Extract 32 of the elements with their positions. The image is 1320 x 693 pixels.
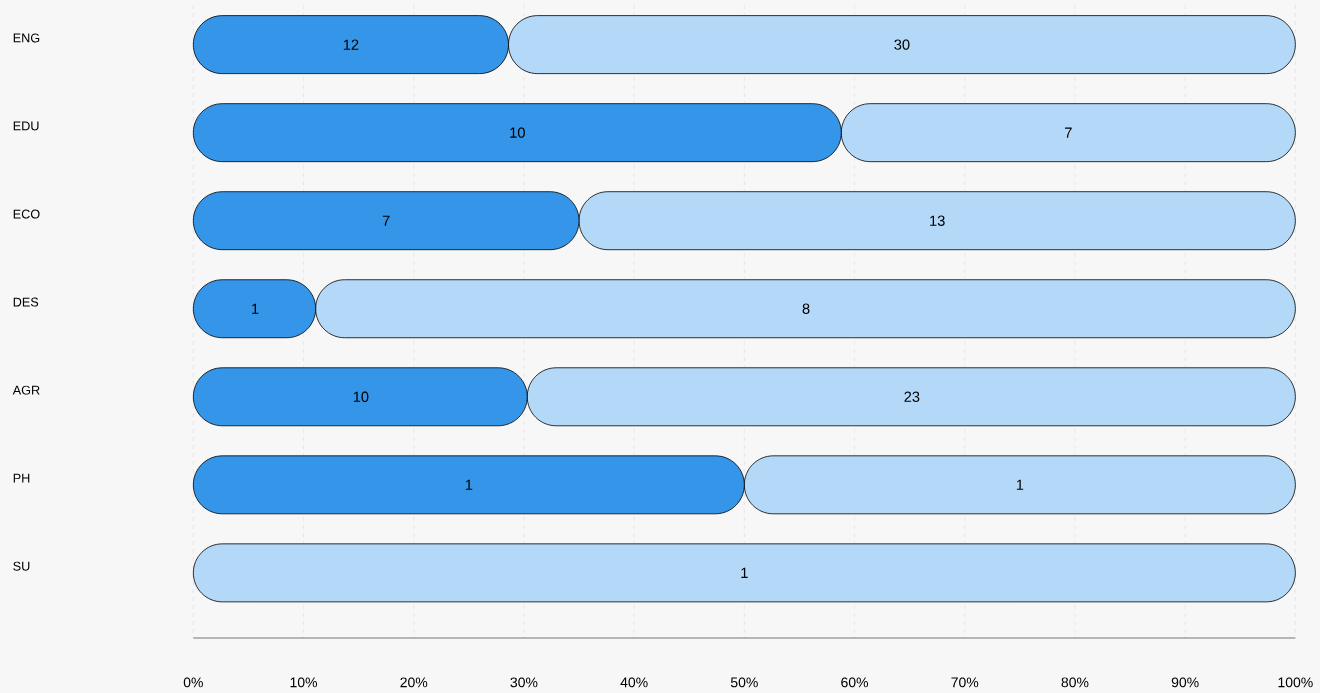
annotation: 12 [343,39,359,50]
annotation: 8 [802,303,810,314]
y-tick-label: EDU [13,121,39,131]
annotation: 10 [510,127,525,138]
x-tick-label: 20% [400,677,428,688]
annotation: 10 [353,391,369,402]
annotation: 7 [1065,127,1072,138]
x-tick-label: 10% [290,677,318,688]
annotation: 23 [904,391,920,402]
x-tick-label: 100% [1278,677,1313,688]
annotation: 1 [741,567,748,578]
x-tick-label: 60% [841,677,869,688]
annotation: 1 [1016,479,1024,490]
annotation: 30 [894,39,910,50]
annotation: 13 [930,215,945,226]
annotation: 1 [252,303,259,314]
x-tick-label: 0% [183,677,203,688]
bar [192,543,1296,603]
y-tick-label: ECO [13,209,40,219]
y-tick-label: PH [13,473,30,483]
y-tick-label: DES [13,297,39,307]
x-tick-label: 80% [1061,677,1089,688]
x-tick-label: 50% [730,677,758,688]
annotation: 1 [465,479,473,490]
x-tick-label: 90% [1171,677,1199,688]
y-tick-label: ENG [13,33,40,43]
annotation: 7 [382,215,390,226]
x-tick-label: 70% [951,677,979,688]
y-tick-label: AGR [12,385,40,395]
y-tick-label: SU [13,561,30,571]
x-tick-label: 30% [510,677,538,688]
x-tick-label: 40% [620,677,648,688]
